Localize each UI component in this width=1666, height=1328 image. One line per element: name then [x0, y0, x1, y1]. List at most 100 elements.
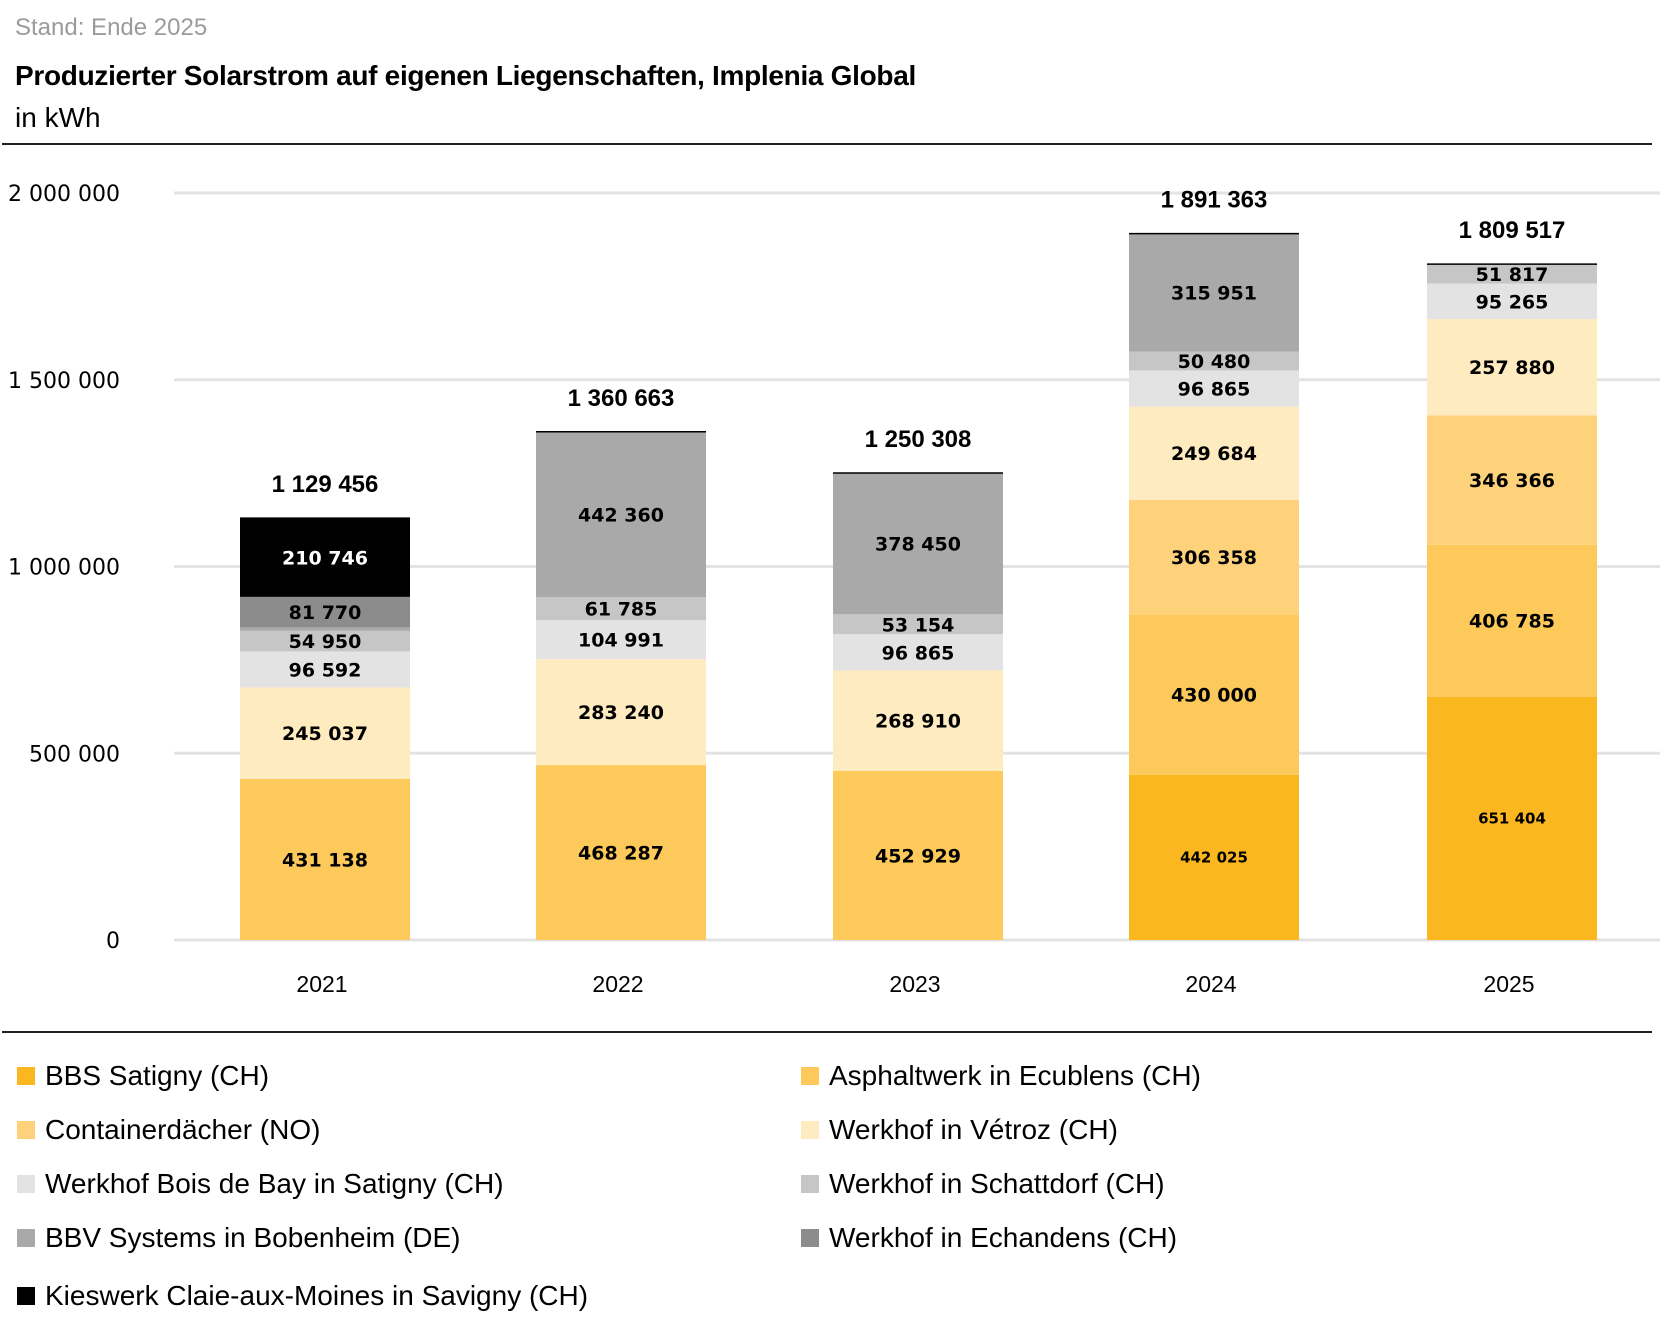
legend-item: Werkhof in Vétroz (CH)	[801, 1114, 1118, 1146]
segment-label: 257 880	[1469, 357, 1555, 379]
stand-note: Stand: Ende 2025	[15, 14, 208, 41]
segment-label: 468 287	[578, 843, 664, 865]
y-tick-label: 2 000 000	[8, 182, 120, 207]
legend-label: Containerdächer (NO)	[45, 1114, 321, 1145]
segment-label: 452 929	[875, 845, 961, 867]
bar-segment	[240, 630, 410, 652]
legend-item: Asphaltwerk in Ecublens (CH)	[801, 1060, 1201, 1092]
bar-segment	[833, 670, 1003, 771]
segment-label: 431 138	[282, 849, 368, 871]
legend-item: BBV Systems in Bobenheim (DE)	[17, 1222, 461, 1254]
segment-label: 346 366	[1469, 470, 1555, 492]
legend-label: Asphaltwerk in Ecublens (CH)	[829, 1060, 1201, 1091]
bar-segment	[1427, 544, 1597, 697]
segment-label: 378 450	[875, 534, 961, 556]
segment-label: 96 865	[1178, 379, 1251, 401]
bar-segment	[833, 634, 1003, 671]
legend-item: Werkhof Bois de Bay in Satigny (CH)	[17, 1168, 504, 1200]
segment-label: 651 404	[1478, 809, 1546, 827]
x-tick-label: 2023	[889, 971, 940, 997]
bar-segment	[1129, 774, 1299, 940]
stacked-bar-chart: 0 500 000 1 000 000 1 500 000 2 000 000 431 1…	[8, 182, 1660, 997]
chart-title: Produzierter Solarstrom auf eigenen Lieg…	[15, 60, 916, 91]
segment-label: 61 785	[585, 599, 658, 621]
bar-segment	[833, 770, 1003, 940]
legend-label: BBS Satigny (CH)	[45, 1060, 270, 1091]
legend-label: Werkhof Bois de Bay in Satigny (CH)	[45, 1168, 504, 1199]
bar-segment	[1427, 319, 1597, 416]
bar-segment	[536, 620, 706, 660]
x-tick-label: 2025	[1483, 971, 1534, 997]
legend-item: Werkhof in Echandens (CH)	[801, 1222, 1177, 1254]
bar-segment	[1129, 499, 1299, 615]
bar-segment	[1129, 233, 1299, 352]
bar-segment	[1427, 283, 1597, 320]
top-divider	[2, 143, 1652, 145]
total-label: 1 250 308	[865, 426, 972, 453]
bar-segment	[240, 627, 410, 631]
legend-swatch	[17, 1229, 35, 1247]
legend-swatch	[801, 1229, 819, 1247]
bar-segment	[833, 614, 1003, 635]
segment-label: 268 910	[875, 711, 961, 733]
segment-label: 51 817	[1476, 264, 1549, 286]
bar-segment	[1427, 264, 1597, 284]
x-tick-label: 2021	[296, 971, 347, 997]
legend-label: Werkhof in Schattdorf (CH)	[829, 1168, 1165, 1199]
total-label: 1 891 363	[1161, 187, 1268, 214]
bar-segment	[833, 473, 1003, 615]
legend-swatch	[17, 1121, 35, 1139]
segment-label: 53 154	[882, 614, 955, 636]
segment-label: 306 358	[1171, 547, 1257, 569]
y-tick-label: 500 000	[29, 742, 120, 767]
legend-label: Werkhof in Echandens (CH)	[829, 1222, 1178, 1253]
legend-swatch	[801, 1175, 819, 1193]
segment-label: 50 480	[1178, 351, 1251, 373]
bar-segment	[536, 659, 706, 766]
segment-label: 442 360	[578, 504, 664, 526]
segment-label: 283 240	[578, 702, 664, 724]
legend-swatch	[17, 1287, 35, 1305]
segment-label: 442 025	[1180, 848, 1248, 866]
legend-swatch	[801, 1067, 819, 1085]
bar-segment	[536, 597, 706, 621]
bar-segment	[536, 765, 706, 940]
segment-label: 104 991	[578, 630, 664, 652]
bar-segment	[1427, 415, 1597, 545]
segment-label: 430 000	[1171, 685, 1257, 707]
segment-label: 315 951	[1171, 283, 1257, 305]
bar-segment	[1427, 696, 1597, 940]
segment-label: 249 684	[1171, 443, 1257, 465]
legend-label: Kieswerk Claie-aux-Moines in Savigny (CH…	[45, 1280, 589, 1311]
bottom-divider	[2, 1031, 1652, 1033]
segment-label: 210 746	[282, 548, 368, 570]
total-label: 1 360 663	[568, 385, 675, 412]
legend-item: Containerdächer (NO)	[17, 1114, 320, 1146]
total-label: 1 129 456	[272, 471, 379, 498]
bar-segment	[240, 518, 410, 597]
segment-label: 406 785	[1469, 611, 1555, 633]
bar-segment	[1129, 351, 1299, 371]
bar-segment	[1129, 370, 1299, 407]
legend-item: Kieswerk Claie-aux-Moines in Savigny (CH…	[17, 1280, 588, 1312]
bar-segment	[240, 596, 410, 628]
bar-segment	[536, 431, 706, 598]
legend-label: BBV Systems in Bobenheim (DE)	[45, 1222, 461, 1253]
x-tick-label: 2022	[592, 971, 643, 997]
bar-segment	[240, 651, 410, 688]
bar-segment	[240, 778, 410, 940]
y-tick-label: 1 000 000	[8, 556, 120, 581]
x-tick-label: 2024	[1185, 971, 1236, 997]
legend-swatch	[17, 1175, 35, 1193]
segment-label: 96 865	[882, 642, 955, 664]
y-tick-label: 1 500 000	[8, 369, 120, 394]
bar-segment	[1129, 406, 1299, 500]
segment-label: 95 265	[1476, 291, 1549, 313]
segment-label: 54 950	[289, 631, 362, 653]
y-tick-label: 0	[106, 929, 120, 954]
segment-label: 245 037	[282, 723, 368, 745]
legend-swatch	[17, 1067, 35, 1085]
legend-item: BBS Satigny (CH)	[17, 1060, 269, 1092]
legend-label: Werkhof in Vétroz (CH)	[829, 1114, 1118, 1145]
legend-swatch	[801, 1121, 819, 1139]
